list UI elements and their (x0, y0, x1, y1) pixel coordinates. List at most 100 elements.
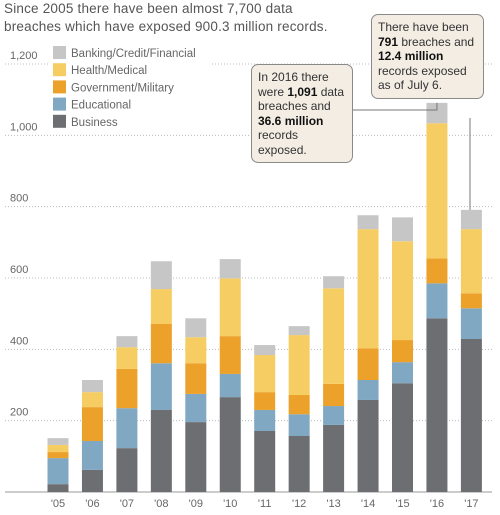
bar-segment (288, 414, 310, 437)
bar-segment (323, 276, 345, 289)
bar-segment (116, 448, 138, 492)
annotation-highlight: 791 (378, 34, 399, 49)
legend-label: Government/Military (71, 82, 174, 94)
annotation-highlight: 36.6 million (258, 113, 324, 128)
x-tick-label: '07 (120, 498, 134, 510)
bar-segment (288, 335, 310, 395)
bar-segment (47, 444, 69, 453)
x-tick-label: '16 (430, 498, 444, 510)
legend-label: Banking/Credit/Financial (71, 48, 196, 60)
bar-segment (150, 409, 172, 492)
legend-swatch (53, 46, 66, 59)
bar-segment (219, 278, 241, 337)
legend-swatch (53, 80, 66, 94)
y-tick-label: 1,000 (10, 121, 38, 133)
bar-segment (150, 363, 172, 410)
legend-swatch (53, 97, 66, 111)
bar-segment (219, 397, 241, 492)
bar-segment (392, 241, 413, 341)
legend-label: Educational (71, 100, 131, 112)
legend: Banking/Credit/Financial Health/Medical Go… (50, 42, 210, 130)
bar-segment (460, 293, 482, 309)
x-tick-label: '17 (464, 498, 478, 510)
bar-segment (323, 383, 345, 407)
bar-segment (254, 392, 276, 410)
bar-segment (116, 408, 138, 449)
bar-segment (116, 336, 138, 348)
bar-segment (254, 345, 276, 356)
bar-segment (116, 347, 138, 369)
bar-segment (81, 469, 103, 492)
bar-segment (357, 215, 379, 230)
bar-segment (288, 436, 310, 492)
bar-segment (81, 392, 103, 408)
bar-segment (81, 380, 103, 393)
annotation-text: breaches and (398, 34, 475, 49)
y-tick-label: 600 (10, 264, 28, 276)
bar-segment (357, 348, 379, 381)
bar-segment (185, 422, 207, 492)
bar-segment (185, 363, 207, 394)
bar-segment (219, 259, 241, 279)
bar-segment (185, 318, 207, 338)
bar-segment (460, 308, 482, 339)
x-tick-label: '06 (85, 498, 99, 510)
legend-swatch (53, 114, 66, 128)
bar-segment (116, 368, 138, 409)
x-tick-label: '08 (154, 498, 168, 510)
bar-segment (392, 362, 413, 384)
bar-segment (426, 283, 448, 319)
bar-segment (150, 261, 172, 290)
y-tick-label: 1,200 (10, 50, 38, 62)
bar-segment (254, 355, 276, 393)
bar-segment (426, 318, 448, 492)
x-tick-label: '05 (51, 498, 65, 510)
legend-background (50, 42, 210, 130)
title-line: Since 2005 there have been almost 7,700 … (4, 1, 293, 16)
bar-segment (392, 340, 413, 363)
bar-segment (392, 217, 413, 242)
annotation-text: In 2016 there were (258, 70, 329, 99)
legend-label: Business (71, 117, 118, 129)
bar-segment (357, 380, 379, 400)
annotation-text: records exposed. (258, 128, 307, 157)
bar-segment (219, 336, 241, 374)
title-line: breaches which have exposed 900.3 millio… (4, 19, 328, 34)
annotation-text: There have been (378, 20, 469, 34)
x-tick-label: '15 (395, 498, 409, 510)
annotation: There have been 791 breaches and 12.4 mi… (371, 14, 484, 99)
bar-segment (47, 438, 69, 445)
callout-line (353, 102, 438, 111)
bar-segment (323, 424, 345, 492)
annotation: In 2016 there were 1,091 data breaches a… (251, 64, 353, 163)
bar-segment (323, 288, 345, 384)
y-tick-label: 400 (10, 335, 28, 347)
y-tick-label: 800 (10, 193, 28, 205)
bar-segment (81, 440, 103, 470)
bar-segment (426, 102, 448, 124)
bar-segment (460, 209, 482, 230)
bar-segment (460, 338, 482, 492)
bar-segment (47, 484, 69, 492)
legend-swatch (53, 63, 66, 77)
bar-segment (254, 431, 276, 492)
annotation-text: data breaches and (258, 84, 345, 114)
bar-segment (288, 326, 310, 336)
y-tick-label: 200 (10, 407, 28, 419)
x-tick-label: '12 (292, 498, 306, 510)
bar-segment (219, 373, 241, 398)
bar-segment (81, 407, 103, 441)
bar-segment (426, 258, 448, 284)
bar-segment (150, 289, 172, 325)
bar-segment (426, 123, 448, 259)
x-tick-label: '14 (361, 498, 375, 510)
bar-segment (47, 458, 69, 485)
annotation-highlight: 12.4 million (378, 49, 444, 63)
bar-segment (254, 409, 276, 432)
bar-segment (185, 393, 207, 423)
chart-title: Since 2005 there have been almost 7,700 … (4, 0, 328, 36)
x-tick-label: '13 (326, 498, 340, 510)
bar-segment (392, 383, 413, 492)
